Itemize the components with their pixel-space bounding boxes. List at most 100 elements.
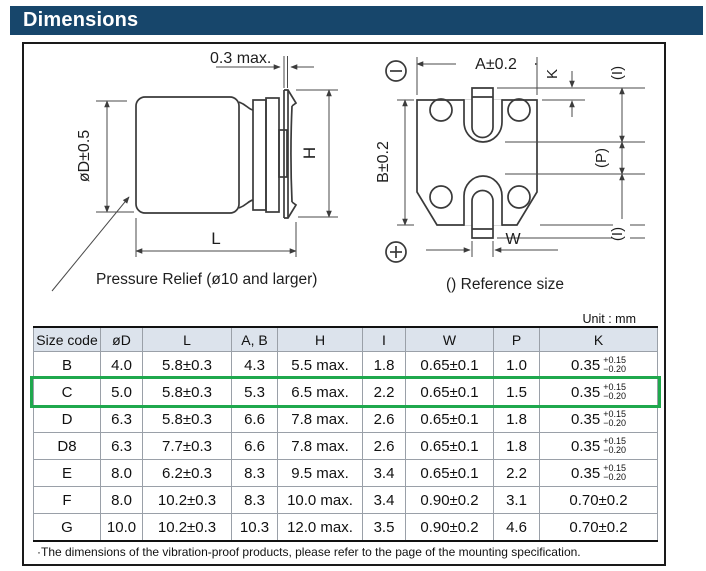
table-cell: 5.3 [231,378,278,406]
dim-i-bottom-label-mask [613,219,630,249]
table-cell: 0.65±0.1 [405,405,494,433]
footnote: ·The dimensions of the vibration-proof p… [37,545,581,559]
column-header: I [362,326,406,352]
capacitor-side-view [135,89,298,219]
table-cell: 0.65±0.1 [405,432,494,460]
column-header: H [277,326,363,352]
column-header: Size code [33,326,101,352]
table-cell-k: 0.35 +0.15 −0.20 [539,351,658,379]
table-cell: B [33,351,101,379]
table-cell: 2.2 [362,378,406,406]
dimensions-panel: 0.3 max. øD±0.5 H L Pressure Relief (ø10… [22,42,666,566]
table-cell: 6.6 [231,405,278,433]
plus-terminal-icon [385,241,407,263]
table-cell: 8.0 [100,486,143,514]
dim-label-i-top: (I) [609,66,626,80]
table-cell: 8.0 [100,459,143,487]
table-cell-k: 0.35 +0.15 −0.20 [539,405,658,433]
bottom-view-dimension-lines [397,57,645,257]
table-cell-k: 0.35 +0.15 −0.20 [539,378,658,406]
page-title: Dimensions [23,9,139,31]
table-cell: 7.8 max. [277,405,363,433]
pressure-relief-note: Pressure Relief (ø10 and larger) [96,271,317,288]
dim-label-i-bottom: (I) [609,227,626,241]
table-cell: 10.2±0.3 [142,486,232,514]
capacitor-bottom-view [385,60,538,263]
column-header: øD [100,326,143,352]
table-cell: 1.0 [493,351,540,379]
side-view-dimension-lines [51,56,338,292]
dim-a-label-mask [456,55,535,71]
column-header: P [493,326,540,352]
table-cell: E [33,459,101,487]
table-cell: 3.1 [493,486,540,514]
table-cell: 3.4 [362,459,406,487]
table-cell: 5.8±0.3 [142,351,232,379]
column-header: L [142,326,232,352]
table-cell: G [33,513,101,542]
dim-label-length: L [211,229,220,248]
table-cell: 2.2 [493,459,540,487]
column-header: W [405,326,494,352]
table-cell: 7.8 max. [277,432,363,460]
table-cell: 4.0 [100,351,143,379]
table-cell-k: 0.35 +0.15 −0.20 [539,432,658,460]
table-cell: 0.65±0.1 [405,351,494,379]
table-cell: 6.2±0.3 [142,459,232,487]
table-cell: D8 [33,432,101,460]
table-cell: 12.0 max. [277,513,363,542]
table-row: E 8.0 6.2±0.3 8.3 9.5 max. 3.4 0.65±0.1 2.2 0.35… [33,459,658,487]
table-cell: 10.0 [100,513,143,542]
table-row: B 4.0 5.8±0.3 4.3 5.5 max. 1.8 0.65±0.1 1.0 0.35… [33,351,658,379]
table-cell-k: 0.70±0.2 [539,486,658,514]
minus-terminal-icon [385,60,407,82]
table-row: D8 6.3 7.7±0.3 6.6 7.8 max. 2.6 0.65±0.1 1.8 0.3… [33,432,658,460]
table-cell: 5.8±0.3 [142,378,232,406]
dim-label-a: A±0.2 [475,56,517,73]
dim-label-diameter: øD±0.5 [76,130,93,182]
table-cell: D [33,405,101,433]
table-cell: 5.0 [100,378,143,406]
table-cell: 9.5 max. [277,459,363,487]
table-cell: 10.2±0.3 [142,513,232,542]
table-cell: 5.5 max. [277,351,363,379]
dim-label-height: H [300,147,319,159]
table-cell: 4.6 [493,513,540,542]
table-row: G 10.0 10.2±0.3 10.3 12.0 max. 3.5 0.90±0.2 4.6… [33,513,658,542]
dim-label-b: B±0.2 [375,141,392,183]
table-cell: 8.3 [231,486,278,514]
table-cell-k: 0.70±0.2 [539,513,658,542]
dim-label-p: (P) [593,148,610,168]
table-row: C 5.0 5.8±0.3 5.3 6.5 max. 2.2 0.65±0.1 1.5 0.35… [33,378,658,406]
table-cell: 2.6 [362,405,406,433]
table-cell: 10.3 [231,513,278,542]
unit-label: Unit : mm [582,312,636,326]
table-cell: 1.5 [493,378,540,406]
table-cell: 0.90±0.2 [405,513,494,542]
page-title-bar: Dimensions [10,6,703,35]
table-row: F 8.0 10.2±0.3 8.3 10.0 max. 3.4 0.90±0.2 3.1 0.… [33,486,658,514]
table-cell: 6.6 [231,432,278,460]
column-header: A, B [231,326,278,352]
table-cell: 5.8±0.3 [142,405,232,433]
table-cell: 2.6 [362,432,406,460]
table-row: D 6.3 5.8±0.3 6.6 7.8 max. 2.6 0.65±0.1 1.8 0.35… [33,405,658,433]
table-cell: F [33,486,101,514]
reference-size-note: () Reference size [446,276,564,293]
table-cell: C [33,378,101,406]
dim-label-lead-thickness: 0.3 max. [210,50,271,67]
table-cell: 4.3 [231,351,278,379]
table-cell: 6.3 [100,405,143,433]
table-cell: 3.4 [362,486,406,514]
table-cell: 0.90±0.2 [405,486,494,514]
table-cell: 1.8 [362,351,406,379]
table-cell: 6.5 max. [277,378,363,406]
table-cell: 3.5 [362,513,406,542]
table-cell: 0.65±0.1 [405,378,494,406]
table-cell: 1.8 [493,405,540,433]
table-cell: 8.3 [231,459,278,487]
